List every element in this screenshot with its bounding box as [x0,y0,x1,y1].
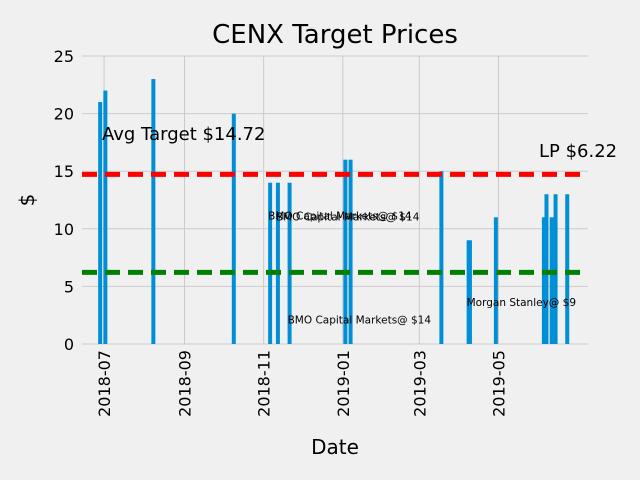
bar [275,182,280,344]
bar [287,182,292,344]
x-tick-label: 2018-07 [95,350,114,417]
bar [439,171,444,344]
bar [493,217,498,344]
annotation-label: BMO Capital Markets@ $14 [268,211,412,223]
lp-label: LP $6.22 [539,141,617,162]
x-tick-label: 2018-09 [175,350,194,417]
x-tick-label: 2019-01 [334,350,353,417]
y-tick-label: 0 [64,335,74,354]
x-tick-label: 2019-03 [410,350,429,417]
x-tick-label: 2018-11 [255,350,274,417]
y-gridlines [82,55,588,345]
bar [268,182,273,344]
bar [467,240,472,344]
y-tick-label: 5 [64,277,74,296]
annotation-label: Morgan Stanley@ $9 [467,297,576,309]
bar [553,194,558,344]
plot-area [82,56,588,344]
bar [541,217,546,344]
avg-target-label: Avg Target $14.72 [102,124,265,145]
bar [549,217,554,344]
bar [343,159,348,344]
bar [98,102,103,344]
bar [103,90,108,344]
x-tick-labels: 2018-07 2018-09 2018-11 2019-01 2019-03 2019-… [95,350,508,417]
annotation-label: BMO Capital Markets@ $14 [288,314,432,326]
bar [565,194,570,344]
x-tick-label: 2019-05 [489,350,508,417]
x-axis-label: Date [311,435,359,459]
chart-title: CENX Target Prices [212,20,458,50]
bar [544,194,549,344]
reference-lines [82,171,588,275]
y-tick-labels: 0 5 10 15 20 25 [54,47,74,354]
bars [98,79,570,344]
y-tick-label: 20 [54,105,74,124]
y-axis-label: $ [15,194,39,207]
y-tick-label: 10 [54,220,74,239]
bar [151,79,156,344]
bar [231,113,236,344]
annotation-label: BMO Capital Markets@ $14 [276,212,420,224]
bar [348,159,353,344]
y-tick-label: 25 [54,47,74,66]
y-tick-label: 15 [54,162,74,181]
